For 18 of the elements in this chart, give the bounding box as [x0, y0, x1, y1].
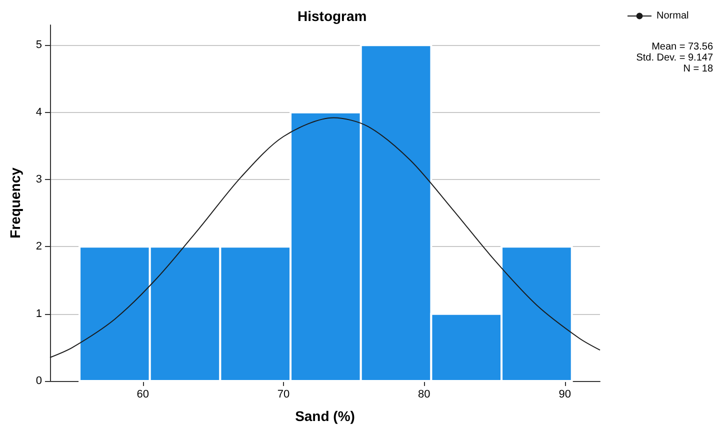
y-tick-label: 3 [36, 173, 42, 186]
x-axis-title: Sand (%) [295, 408, 355, 424]
chart-title: Histogram [298, 8, 367, 24]
y-axis-title: Frequency [7, 167, 23, 238]
x-tick-label: 60 [136, 388, 149, 400]
y-tick-label: 5 [36, 39, 42, 52]
y-tick-label: 2 [36, 240, 42, 253]
legend-label: Normal [656, 10, 689, 22]
x-tick-label: 90 [558, 388, 571, 400]
text: Std. Dev. = 9.147 [636, 52, 714, 64]
text: Mean = 73.56 [652, 42, 714, 52]
line-series [50, 117, 600, 358]
x-tick-label: 80 [418, 388, 430, 400]
y-tick-label: 4 [36, 106, 42, 118]
text: N = 18 [683, 64, 714, 74]
x-tick-label: 70 [277, 388, 290, 400]
y-tick-label: 1 [36, 308, 42, 320]
y-tick-label: 0 [36, 375, 42, 387]
